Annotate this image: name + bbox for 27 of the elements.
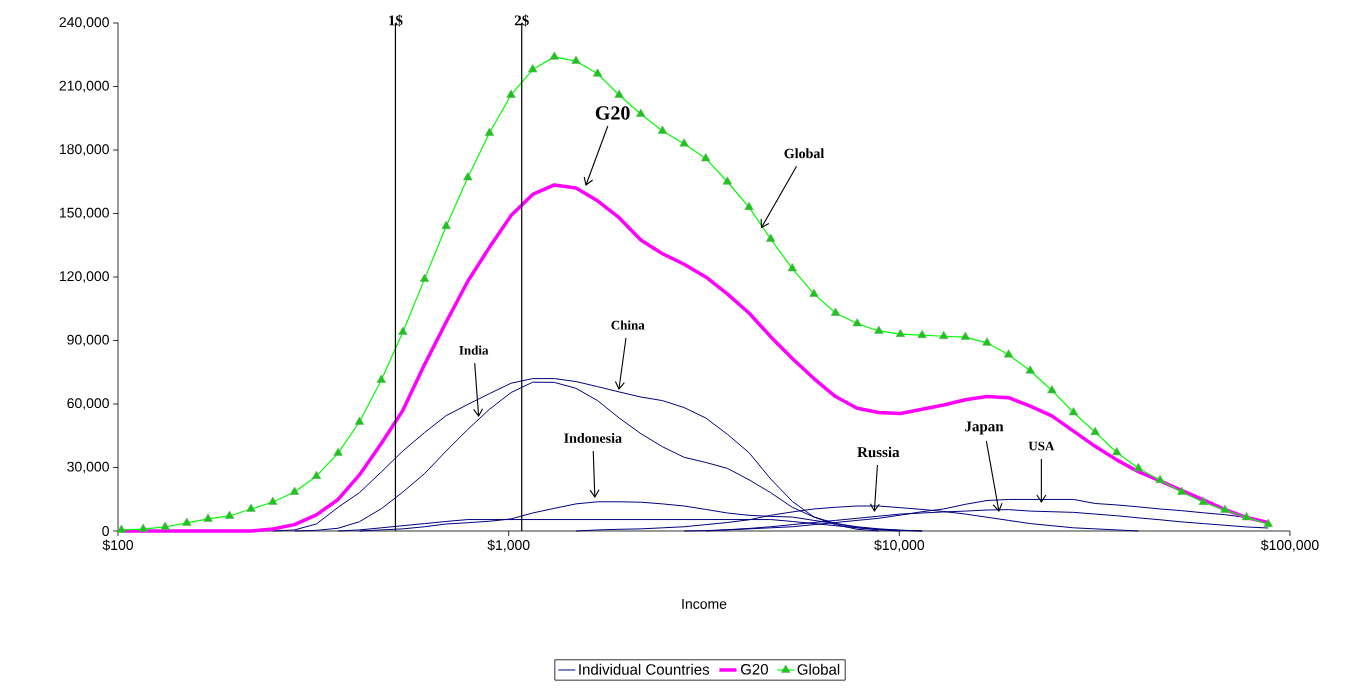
annotation: Japan — [965, 421, 1004, 435]
annotation: 1$ — [389, 14, 403, 27]
y-tick-label: 60,000 — [67, 398, 109, 410]
y-tick-label: 240,000 — [59, 17, 109, 29]
y-tick-label: 90,000 — [67, 334, 109, 347]
annotation: Russia — [857, 446, 900, 458]
x-tick-label: $100 — [102, 539, 134, 551]
y-tick-label: 0 — [102, 526, 109, 536]
x-tick-label: $10,000 — [874, 539, 925, 552]
annotation: Global — [784, 148, 825, 159]
y-tick-label: 120,000 — [59, 271, 109, 283]
y-tick-label: 30,000 — [67, 461, 109, 474]
annotation: G20 — [595, 106, 630, 120]
y-tick-label: 180,000 — [59, 144, 109, 156]
legend-label: Global — [797, 663, 840, 675]
legend-label: Individual Countries — [579, 663, 710, 675]
annotation: China — [611, 320, 645, 330]
annotation: India — [459, 345, 489, 355]
annotation: 2$ — [514, 14, 529, 27]
annotation: Indonesia — [564, 433, 622, 443]
annotation: USA — [1028, 441, 1055, 451]
y-tick-label: 210,000 — [59, 80, 109, 93]
legend-label: G20 — [740, 663, 768, 675]
x-tick-label: $1,000 — [487, 539, 530, 552]
y-tick-label: 150,000 — [59, 207, 109, 220]
x-tick-label: $100,000 — [1260, 539, 1319, 552]
x-axis-title: Income — [682, 599, 727, 609]
